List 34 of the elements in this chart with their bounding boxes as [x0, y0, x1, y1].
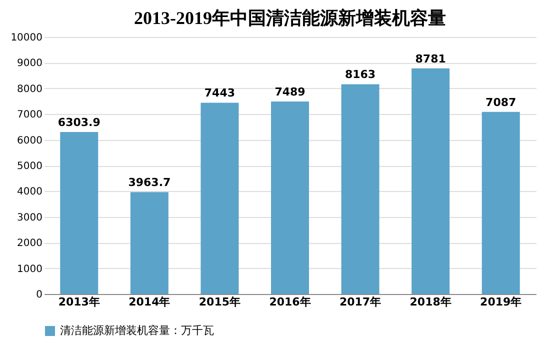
x-tick-label: 2019年 [480, 296, 522, 308]
bar [412, 68, 450, 294]
y-tick-label: 10000 [10, 32, 42, 44]
y-tick-label: 5000 [17, 161, 42, 172]
y-tick-label: 6000 [17, 135, 42, 146]
x-tick-label: 2015年 [198, 296, 241, 308]
bar [271, 102, 309, 294]
y-tick-label: 8000 [17, 84, 42, 95]
bar [341, 84, 380, 294]
bar [60, 132, 98, 294]
y-tick-label: 7000 [17, 110, 42, 121]
legend-label: 清洁能源新增装机容量：万千瓦 [60, 324, 214, 337]
y-tick-label: 3000 [17, 212, 42, 224]
y-tick-label: 2000 [17, 238, 42, 250]
x-tick-label: 2017年 [339, 296, 382, 308]
x-tick-label: 2018年 [410, 296, 452, 308]
y-tick-label: 0 [36, 290, 42, 300]
data-label: 8781 [415, 52, 446, 66]
bar [482, 112, 520, 294]
data-label: 6303.9 [58, 116, 100, 129]
data-label: 7087 [486, 96, 516, 109]
data-label: 7489 [274, 86, 306, 99]
x-tick-label: 2013年 [58, 296, 100, 308]
chart-title: 2013-2019年中国清洁能源新增装机容量 [134, 8, 446, 28]
x-tick-label: 2014年 [128, 296, 170, 308]
data-label: 3963.7 [128, 176, 171, 190]
x-tick-label: 2016年 [269, 296, 311, 308]
bar [130, 192, 168, 294]
data-label: 8163 [344, 68, 376, 82]
bar [200, 102, 239, 294]
y-tick-label: 9000 [17, 58, 42, 70]
data-label: 7443 [204, 86, 236, 100]
y-tick-label: 4000 [17, 186, 42, 198]
y-tick-label: 1000 [17, 264, 42, 275]
